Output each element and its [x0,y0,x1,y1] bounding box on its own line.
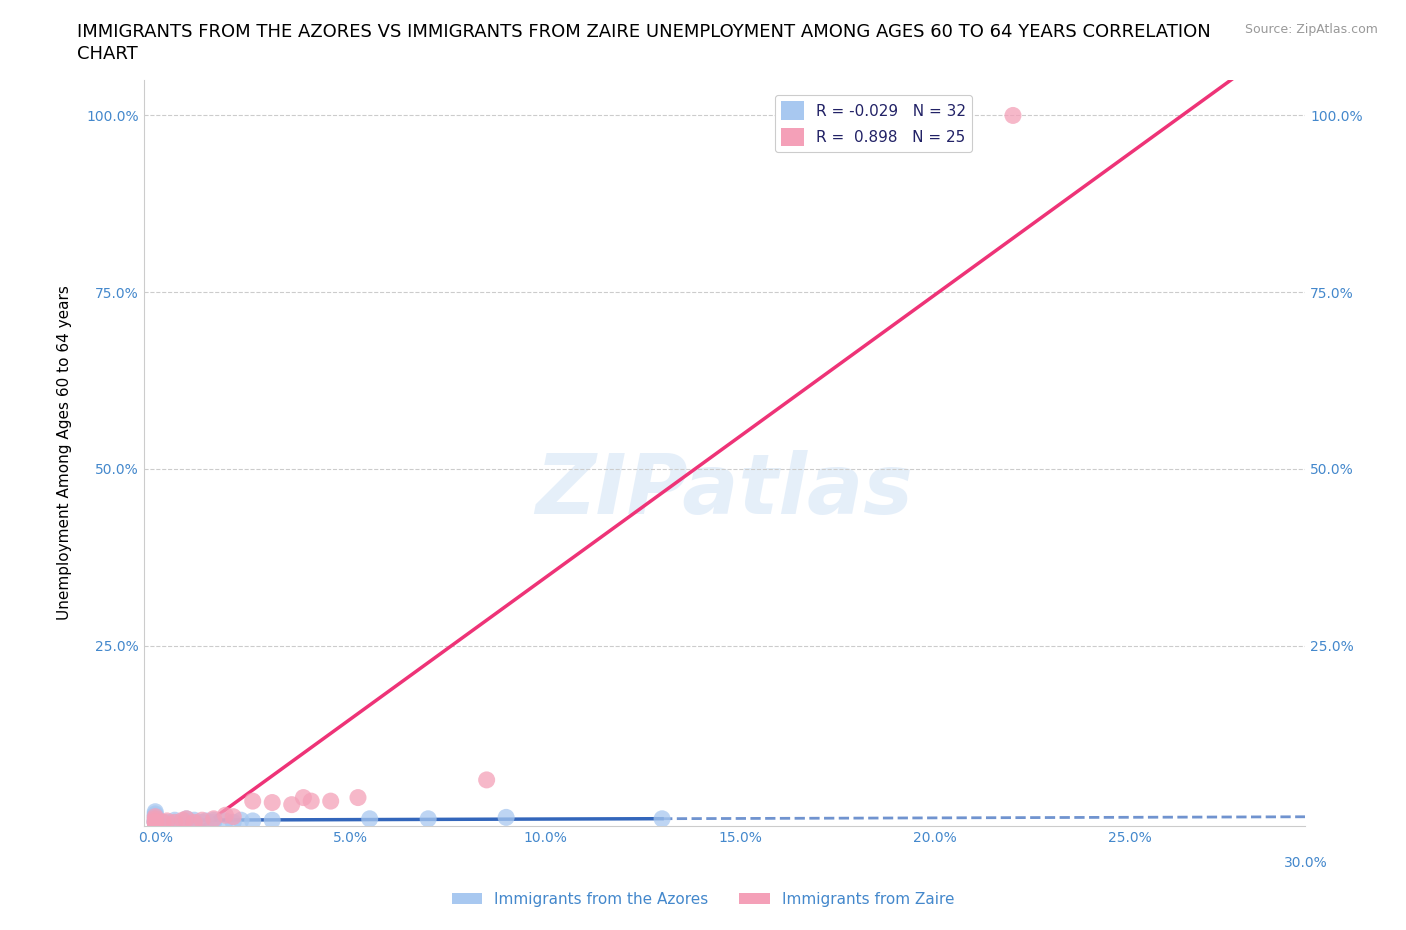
Point [262,795,284,810]
Point [143,814,166,829]
Point [152,815,174,830]
Point [143,809,166,824]
Point [194,814,217,829]
Point [202,813,225,828]
Point [191,815,214,830]
Point [143,811,166,826]
Point [143,815,166,830]
Point [418,811,440,826]
Legend: Immigrants from the Azores, Immigrants from Zaire: Immigrants from the Azores, Immigrants f… [446,886,960,913]
Point [143,813,166,828]
Point [214,814,236,829]
Point [495,810,517,825]
Point [143,815,166,830]
Point [214,808,236,823]
Point [176,811,198,826]
Point [163,813,186,828]
Legend: R = -0.029   N = 32, R =  0.898   N = 25: R = -0.029 N = 32, R = 0.898 N = 25 [775,95,973,153]
Point [156,814,179,829]
Point [651,811,673,826]
Point [172,813,194,828]
Point [143,814,166,829]
Point [183,813,205,828]
Point [319,793,342,808]
Point [475,773,498,788]
Point [156,815,179,830]
Point [143,809,166,824]
Point [202,815,225,830]
Point [191,813,214,828]
Point [143,815,166,830]
Point [292,790,315,805]
Y-axis label: Unemployment Among Ages 60 to 64 years: Unemployment Among Ages 60 to 64 years [58,286,72,620]
Point [242,814,264,829]
Point [152,815,174,830]
Point [163,815,186,830]
Point [359,811,381,826]
Point [143,811,166,826]
Point [1001,108,1024,123]
Point [222,809,245,824]
Point [202,811,225,826]
Point [143,806,166,821]
Point [176,814,198,829]
Point [143,804,166,819]
Point [229,813,252,828]
Point [280,797,302,812]
Text: ZIPatlas: ZIPatlas [536,450,914,531]
Point [262,813,284,828]
Point [347,790,370,805]
Point [183,815,205,830]
Point [176,811,198,826]
Point [163,815,186,830]
Point [143,808,166,823]
Text: Source: ZipAtlas.com: Source: ZipAtlas.com [1244,23,1378,36]
Point [242,793,264,808]
Point [172,815,194,830]
Point [299,793,322,808]
Text: CHART: CHART [77,45,138,62]
Text: IMMIGRANTS FROM THE AZORES VS IMMIGRANTS FROM ZAIRE UNEMPLOYMENT AMONG AGES 60 T: IMMIGRANTS FROM THE AZORES VS IMMIGRANTS… [77,23,1211,41]
Point [143,815,166,830]
Point [222,815,245,830]
Point [143,815,166,830]
Point [183,815,205,830]
Text: 30.0%: 30.0% [1284,856,1327,870]
Point [143,815,166,830]
